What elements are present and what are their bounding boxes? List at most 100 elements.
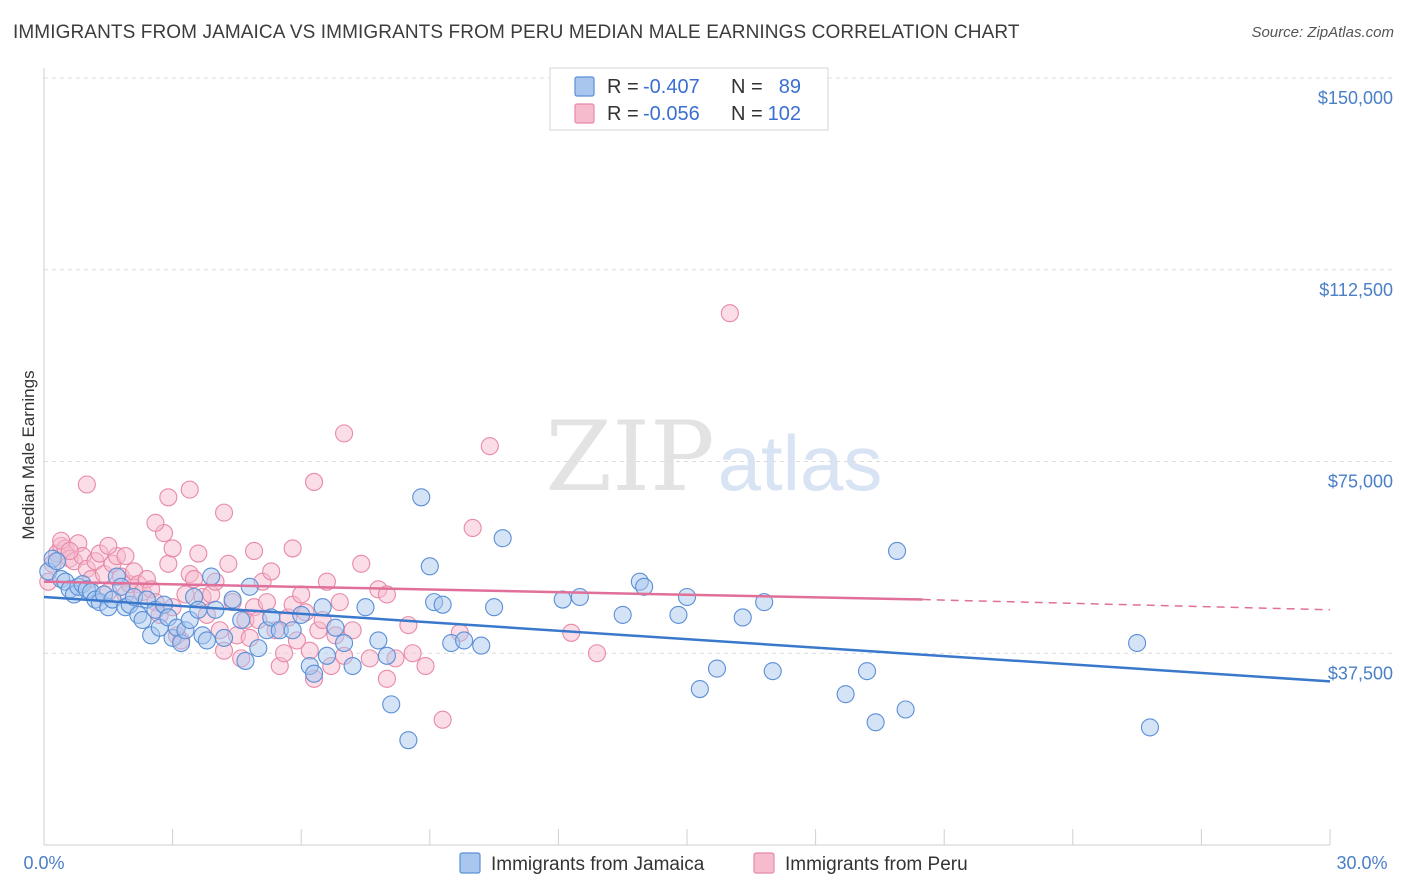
jamaica-point xyxy=(343,656,362,676)
jamaica-point xyxy=(553,590,572,609)
jamaica-point xyxy=(305,664,324,683)
jamaica-point xyxy=(763,662,782,681)
peru-point xyxy=(219,554,238,573)
jamaica-point xyxy=(455,631,474,650)
legend-r-label-peru: R = xyxy=(607,103,639,125)
jamaica-points xyxy=(39,488,1160,750)
peru-point xyxy=(305,472,324,492)
jamaica-point xyxy=(690,679,709,699)
jamaica-point xyxy=(896,700,915,719)
x-tick-label-max: 30.0% xyxy=(1336,853,1387,873)
jamaica-point xyxy=(223,590,242,609)
y-tick-label: $75,000 xyxy=(1328,472,1393,492)
jamaica-point xyxy=(249,639,268,658)
jamaica-point xyxy=(707,659,727,678)
peru-point xyxy=(377,669,396,688)
jamaica-point xyxy=(356,598,375,617)
peru-point xyxy=(377,585,396,604)
gridlines xyxy=(44,77,1392,654)
y-tick-label: $150,000 xyxy=(1318,88,1393,108)
jamaica-point xyxy=(755,593,774,612)
peru-point xyxy=(159,488,178,507)
jamaica-point xyxy=(326,618,345,637)
peru-point xyxy=(77,475,96,494)
x-tick-label-min: 0.0% xyxy=(23,853,64,873)
jamaica-point xyxy=(857,662,877,681)
jamaica-point xyxy=(420,557,439,576)
peru-point xyxy=(214,503,234,522)
peru-point xyxy=(433,710,452,729)
legend-swatch-peru xyxy=(574,103,595,124)
legend-swatch-jamaica xyxy=(574,76,595,97)
peru-point xyxy=(403,644,422,663)
y-tick-label: $37,500 xyxy=(1328,663,1393,683)
bottom-legend-label-peru: Immigrants from Peru xyxy=(785,854,968,875)
jamaica-point xyxy=(669,605,688,624)
peru-point xyxy=(335,424,354,443)
peru-point xyxy=(159,554,178,573)
jamaica-point xyxy=(472,636,491,655)
jamaica-point xyxy=(866,713,885,732)
jamaica-point xyxy=(377,646,396,665)
peru-point xyxy=(720,304,739,323)
peru-point xyxy=(352,554,371,573)
jamaica-point xyxy=(382,695,401,714)
legend-n-value-jamaica: 89 xyxy=(779,76,801,98)
peru-point xyxy=(480,437,499,456)
jamaica-point xyxy=(214,628,234,647)
peru-trend-line xyxy=(43,580,923,601)
jamaica-trend-line xyxy=(43,595,1331,683)
peru-point xyxy=(257,593,276,612)
peru-point xyxy=(189,544,208,563)
peru-point xyxy=(262,562,281,581)
jamaica-point xyxy=(677,587,697,607)
peru-point xyxy=(463,518,482,538)
legend-n-label-peru: N = xyxy=(731,103,763,125)
watermark-zip: ZIP xyxy=(545,401,714,513)
jamaica-point xyxy=(887,541,907,561)
jamaica-point xyxy=(493,529,512,548)
peru-trend-line-extension xyxy=(922,598,1331,611)
jamaica-point xyxy=(47,552,66,571)
jamaica-point xyxy=(317,646,336,665)
jamaica-point xyxy=(433,595,452,614)
peru-point xyxy=(146,513,165,532)
peru-point xyxy=(116,547,135,566)
watermark: ZIP atlas xyxy=(545,401,882,513)
peru-point xyxy=(244,541,264,561)
x-ticks xyxy=(43,829,1331,845)
legend: R = -0.407 N = 89 R = -0.056 N = 102 xyxy=(549,67,829,131)
jamaica-point xyxy=(369,631,388,650)
y-tick-labels: $37,500 $75,000 $112,500 $150,000 xyxy=(1318,88,1393,683)
legend-n-value-peru: 102 xyxy=(768,103,801,125)
jamaica-point xyxy=(133,610,152,630)
peru-point xyxy=(180,480,199,499)
chart-source: Source: ZipAtlas.com xyxy=(1251,24,1394,41)
jamaica-point xyxy=(733,608,752,627)
trend-lines xyxy=(43,580,1331,683)
jamaica-point xyxy=(236,651,255,670)
peru-point xyxy=(416,656,435,676)
y-tick-label: $112,500 xyxy=(1319,280,1393,300)
jamaica-point xyxy=(1128,633,1147,653)
peru-point xyxy=(275,644,294,663)
jamaica-point xyxy=(202,567,221,586)
peru-point xyxy=(317,572,336,591)
jamaica-point xyxy=(485,598,504,617)
legend-r-value-peru: -0.056 xyxy=(643,103,700,125)
jamaica-point xyxy=(189,600,208,619)
peru-point xyxy=(292,585,311,604)
chart-title: IMMIGRANTS FROM JAMAICA VS IMMIGRANTS FR… xyxy=(13,22,1020,43)
peru-point xyxy=(330,593,349,612)
bottom-legend-label-jamaica: Immigrants from Jamaica xyxy=(491,854,705,875)
legend-r-value-jamaica: -0.407 xyxy=(643,76,700,98)
jamaica-point xyxy=(399,731,418,750)
legend-box xyxy=(549,67,829,131)
watermark-atlas: atlas xyxy=(718,419,883,507)
peru-points xyxy=(39,304,739,729)
y-axis-title: Median Male Earnings xyxy=(19,370,38,539)
bottom-legend-swatch-peru xyxy=(753,852,775,874)
jamaica-point xyxy=(313,598,332,617)
jamaica-point xyxy=(197,631,216,650)
